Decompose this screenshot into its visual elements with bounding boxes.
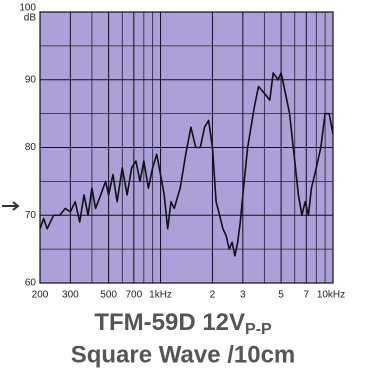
x-tick-label: 200 bbox=[32, 290, 49, 301]
title-subscript: P-P bbox=[245, 321, 272, 338]
x-tick-label: 5 bbox=[278, 290, 284, 301]
x-tick-label: 10kHz bbox=[317, 290, 345, 301]
x-tick-label: 2 bbox=[210, 290, 216, 301]
chart-subtitle: Square Wave /10cm bbox=[71, 341, 296, 368]
x-tick-label: 700 bbox=[125, 290, 142, 301]
chart-title: TFM-59D 12VP-P bbox=[94, 309, 272, 338]
y-tick-label: 80 bbox=[25, 142, 37, 153]
x-tick-label: 3 bbox=[240, 290, 246, 301]
x-tick-label: 500 bbox=[100, 290, 117, 301]
x-tick-label: 1kHz bbox=[149, 290, 172, 301]
arrow-icon bbox=[2, 201, 20, 211]
x-tick-label: 300 bbox=[62, 290, 79, 301]
data-line bbox=[39, 72, 334, 257]
y-tick-label: 100 bbox=[19, 3, 36, 14]
x-tick-label: 7 bbox=[304, 290, 310, 301]
title-main: TFM-59D 12V bbox=[94, 309, 245, 336]
y-axis-label: dB bbox=[24, 13, 37, 24]
y-tick-label: 70 bbox=[25, 210, 37, 221]
y-tick-label: 60 bbox=[25, 278, 37, 289]
y-tick-label: 90 bbox=[25, 74, 37, 85]
